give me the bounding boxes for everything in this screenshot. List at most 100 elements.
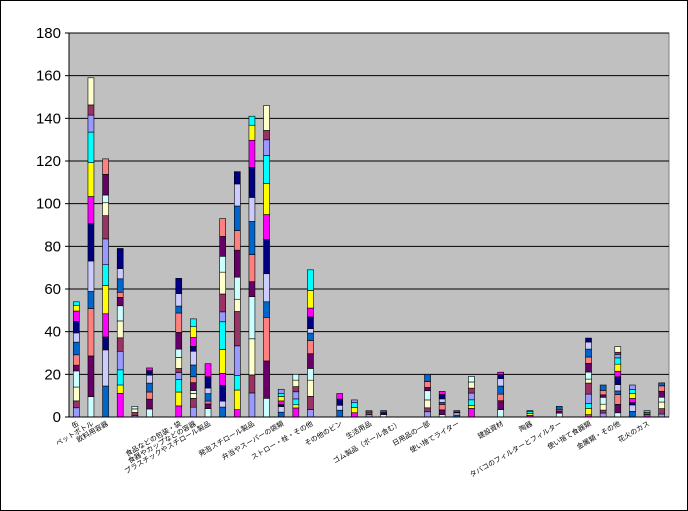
x-tick-label: 花火のカス (616, 419, 651, 444)
bar-segment (146, 408, 153, 418)
bar-segment (526, 410, 534, 412)
bar-segment (204, 376, 212, 389)
bar-segment (263, 139, 270, 156)
bar-segment (336, 393, 344, 400)
bar-segment (73, 301, 80, 306)
bar-segment (263, 317, 270, 362)
bar-segment (468, 408, 475, 418)
bar-segment (585, 348, 592, 358)
bar-segment (629, 402, 636, 406)
bar-segment (307, 316, 314, 329)
bar-segment (204, 408, 212, 418)
bar-segment (190, 350, 197, 366)
bar-segment (204, 363, 212, 378)
bar-segment (248, 124, 256, 141)
bar-segment (468, 399, 475, 406)
bar-segment (116, 337, 124, 352)
bar-segment (307, 332, 314, 341)
bar-segment (424, 381, 431, 388)
bar-segment (614, 351, 622, 355)
bar-segment (599, 384, 607, 391)
bar-segment (219, 271, 226, 295)
bar-segment (233, 345, 241, 376)
bar-stack (190, 318, 197, 418)
bar-segment (614, 357, 622, 365)
y-tick-label: 160 (36, 68, 61, 85)
bar-stack (116, 248, 124, 418)
bar-segment (116, 320, 124, 339)
bar-segment (219, 373, 226, 386)
bar-stack (219, 218, 226, 418)
bar-stack (643, 410, 651, 418)
bar-segment (307, 269, 314, 291)
bar-segment (219, 349, 226, 374)
bar-segment (468, 381, 475, 389)
bar-segment (263, 301, 270, 318)
bar-stack (351, 399, 358, 418)
bar-segment (351, 412, 358, 418)
bar-segment (424, 411, 431, 418)
bar-segment (190, 318, 197, 328)
gridlines (69, 32, 669, 375)
bar-segment (248, 281, 256, 297)
bar-segment (263, 155, 270, 184)
bar-segment (73, 332, 80, 343)
bar-segment (263, 105, 270, 131)
bar-segment (87, 196, 95, 224)
bar-segment (468, 376, 475, 383)
bar-segment (336, 404, 344, 411)
bar-segment (292, 374, 300, 381)
bar-segment (307, 409, 314, 418)
bar-segment (219, 400, 226, 408)
bar-segment (73, 321, 80, 334)
bar-segment (424, 407, 431, 413)
bar-segment (658, 408, 665, 415)
bar-segment (248, 254, 256, 282)
bar-segment (175, 368, 183, 373)
bar-segment (585, 408, 592, 415)
bar-segment (438, 409, 446, 415)
bar-segment (190, 346, 197, 352)
bar-segment (248, 167, 256, 198)
y-tick-label: 180 (36, 25, 61, 42)
bar-segment (424, 399, 431, 409)
bar-stack (468, 376, 475, 418)
bar-segment (219, 293, 226, 313)
bar-segment (175, 357, 183, 369)
bar-stack (204, 363, 212, 418)
bar-segment (102, 202, 109, 216)
bar-segment (219, 321, 226, 350)
bar-segment (116, 369, 124, 386)
y-axis-ticks: 0 20 40 60 80 100 120 140 160 180 (36, 25, 69, 426)
bar-segment (219, 218, 226, 237)
bar-segment (599, 390, 607, 396)
bar-segment (629, 393, 636, 399)
bar-segment (175, 305, 183, 314)
bar-segment (131, 406, 139, 410)
bar-segment (438, 391, 446, 395)
bar-stack (424, 374, 431, 418)
bar-segment (277, 404, 285, 407)
bar-segment (248, 115, 256, 126)
bar-segment (233, 205, 241, 231)
bar-segment (307, 379, 314, 397)
bar-segment (629, 384, 636, 390)
bar-segment (116, 268, 124, 280)
bar-segment (263, 183, 270, 215)
bar-segment (248, 296, 256, 340)
bar-stack (585, 337, 592, 418)
bar-segment (263, 360, 270, 399)
bar-segment (555, 412, 563, 418)
bar-segment (116, 305, 124, 322)
bar-stack (175, 278, 183, 418)
y-tick-label: 140 (36, 110, 61, 127)
bar-segment (599, 409, 607, 414)
bar-segment (204, 403, 212, 409)
y-tick-label: 120 (36, 153, 61, 170)
bar-segment (87, 77, 95, 106)
bar-segment (87, 260, 95, 292)
bar-segment (263, 239, 270, 275)
bar-segment (175, 312, 183, 333)
bar-stack (263, 105, 270, 418)
